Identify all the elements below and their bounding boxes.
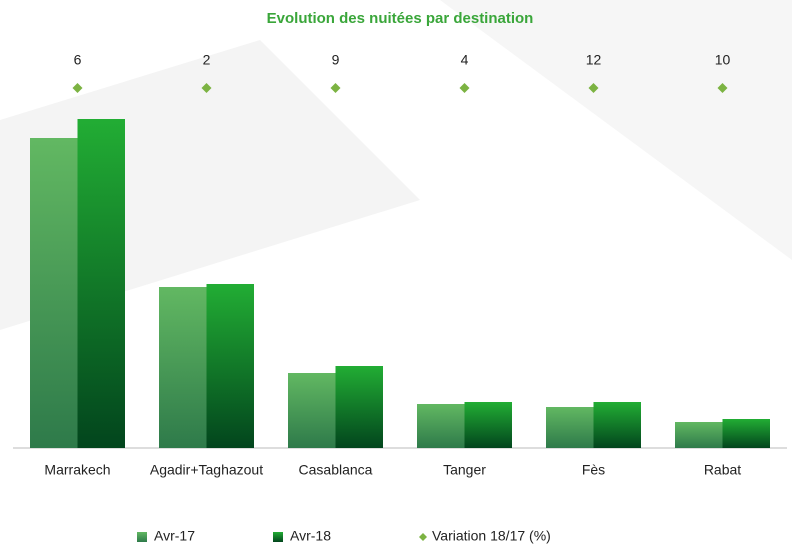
legend-label: Variation 18/17 (%) [432,528,551,544]
bar [722,419,770,448]
bar [159,287,207,448]
bar [335,366,383,448]
legend-marker [273,532,283,542]
marker [459,83,470,93]
x-tick-label: Agadir+Taghazout [150,462,263,478]
x-tick-label: Tanger [443,462,486,478]
bar [417,404,465,448]
bar [546,407,594,448]
data-label: 4 [461,52,469,68]
x-tick-label: Casablanca [299,462,373,478]
legend-label: Avr-17 [154,528,195,544]
chart-title: Evolution des nuitées par destination [267,10,534,27]
x-tick-label: Marrakech [44,462,110,478]
data-label: 9 [332,52,340,68]
marker [588,83,599,93]
data-label: 2 [203,52,211,68]
legend-label: Avr-18 [290,528,331,544]
bar [593,402,641,448]
bar [288,373,336,448]
bar [675,422,723,448]
bar [30,138,78,448]
marker [717,83,728,93]
marker [201,83,212,93]
legend-marker [137,532,147,542]
data-label: 6 [74,52,82,68]
background-shape [440,0,792,260]
bar [464,402,512,448]
x-tick-label: Fès [582,462,605,478]
data-label: 10 [715,52,731,68]
marker [330,83,341,93]
bar [77,119,125,448]
legend-marker [419,533,427,541]
marker [72,83,83,93]
bar [206,284,254,448]
x-tick-label: Rabat [704,462,741,478]
data-label: 12 [586,52,602,68]
